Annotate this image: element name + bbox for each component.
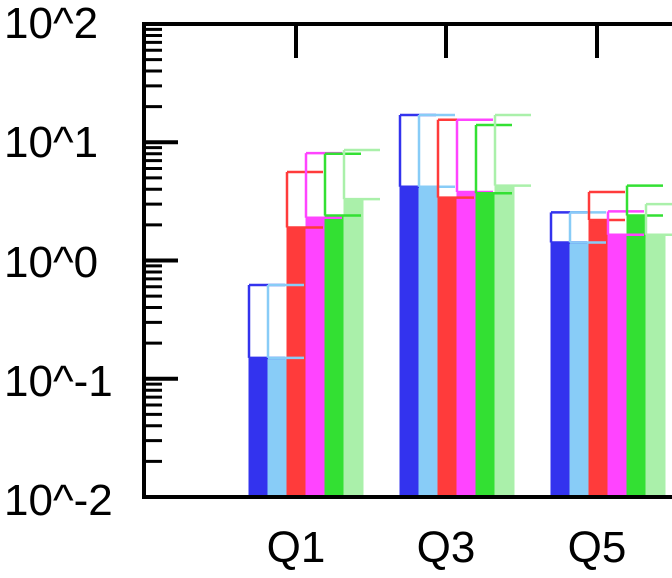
- bar: [607, 234, 628, 498]
- bar: [569, 241, 590, 498]
- bar: [286, 227, 307, 498]
- bar-series-group: [248, 185, 666, 498]
- axes-frame: [142, 22, 672, 499]
- y-axis-ticks: [144, 22, 178, 499]
- error-bar-group: [247, 113, 672, 360]
- bar: [456, 191, 477, 498]
- x-tick-label: Q3: [417, 523, 476, 572]
- x-tick-label: Q5: [568, 523, 627, 572]
- y-tick-label: 10^2: [4, 0, 98, 48]
- bar: [267, 357, 288, 498]
- y-tick-label: 10^1: [4, 118, 98, 167]
- bar: [418, 186, 439, 498]
- bar: [305, 217, 326, 498]
- bar: [626, 215, 647, 498]
- x-tick-label: Q1: [267, 523, 326, 572]
- y-tick-label: 10^-1: [4, 357, 113, 406]
- bar: [324, 215, 345, 498]
- bar: [588, 219, 609, 498]
- y-tick-label: 10^0: [4, 238, 98, 287]
- bar: [437, 197, 458, 498]
- y-axis-tick-labels: 10^-2 10^-1 10^0 10^1 10^2: [4, 0, 113, 525]
- bar: [494, 185, 515, 498]
- x-axis-tick-labels: Q1 Q3 Q5: [267, 523, 627, 572]
- bar: [475, 192, 496, 498]
- bar: [248, 357, 269, 498]
- x-axis-ticks: [294, 24, 599, 58]
- bar: [550, 241, 571, 498]
- bar: [399, 186, 420, 498]
- y-tick-label: 10^-2: [4, 476, 113, 525]
- bar: [343, 198, 364, 498]
- bar: [645, 234, 666, 498]
